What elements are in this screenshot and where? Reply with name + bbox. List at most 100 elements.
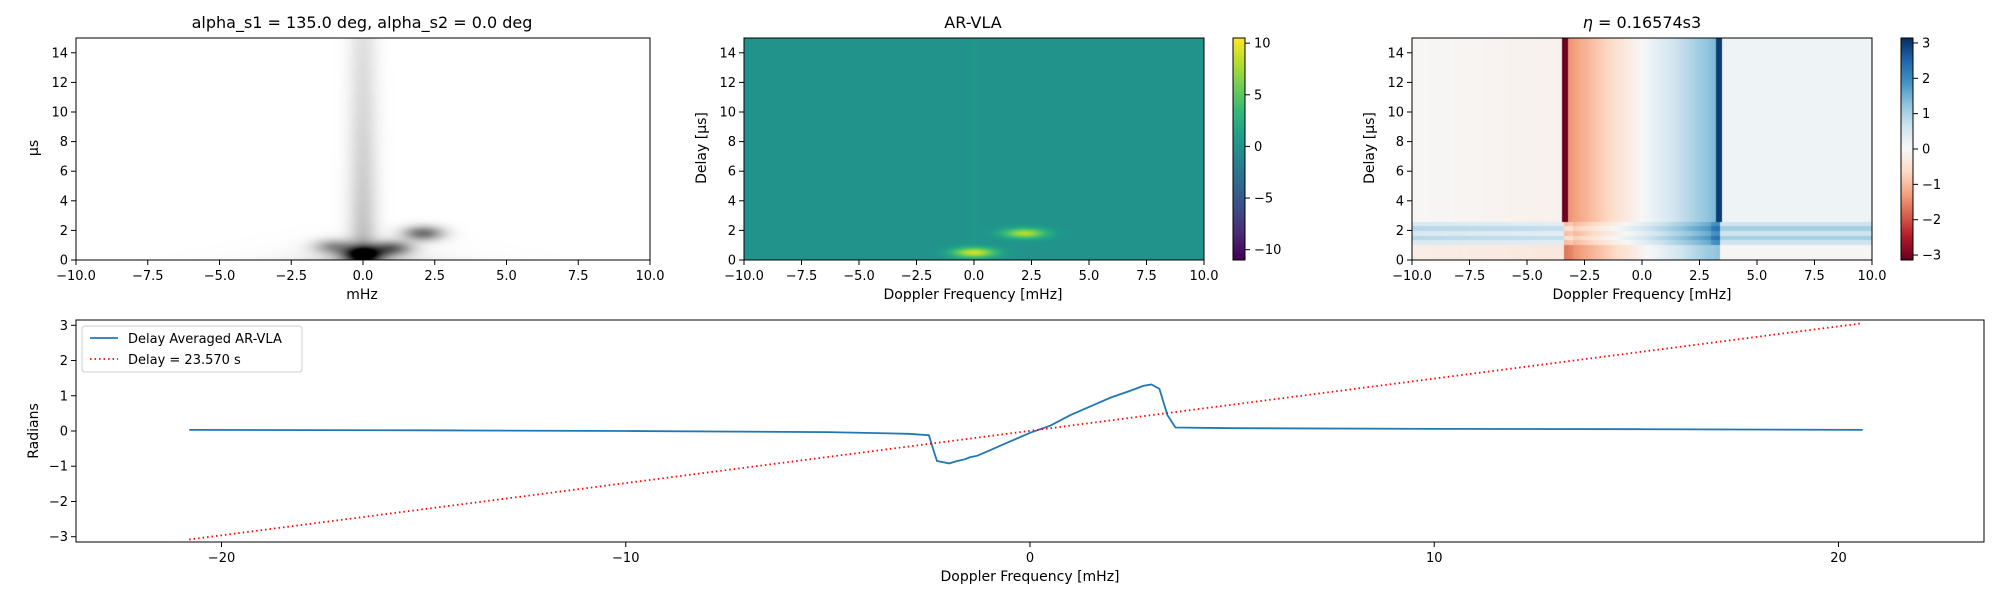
panel-3-x-tick-label: −2.5 xyxy=(1569,269,1601,284)
panel-1-y-tick-label: 12 xyxy=(51,76,68,91)
panel-1-y-tick-label: 2 xyxy=(60,224,68,239)
panel-1-x-tick-label: 0.0 xyxy=(353,269,374,284)
panel-4-x-tick-label: 0 xyxy=(1026,551,1034,566)
panel-3-y-tick-label: 2 xyxy=(1396,224,1404,239)
panel-4-x-tick-label: 20 xyxy=(1830,551,1847,566)
panel-4-x-tick-label: −20 xyxy=(208,551,235,566)
panel-3-x-tick-label: 0.0 xyxy=(1632,269,1653,284)
panel-1-x-tick-label: 10.0 xyxy=(636,269,665,284)
panel-2: AR-VLA −10.0 −7.5 −5.0 −2.5 0.0 2.5 5.0 7.5 10.0… xyxy=(694,13,1281,303)
panel-3-y-tick-label: 8 xyxy=(1396,135,1404,150)
panel-4-y-tick-label: 1 xyxy=(60,389,68,404)
panel-3: η = 0.16574s3 −10.0 −7.5 −5.0 −2.5 0.0 2.5 5.0… xyxy=(1362,13,1941,303)
panel-2-y-tick-label: 8 xyxy=(728,135,736,150)
panel-3-x-tick-label: 5.0 xyxy=(1747,269,1768,284)
panel-4-x-tick-label: −10 xyxy=(612,551,639,566)
series-line-1 xyxy=(189,383,1863,465)
panel-1-x-tick-label: 7.5 xyxy=(568,269,589,284)
panel-2-x-tick-label: −7.5 xyxy=(786,269,818,284)
panel-3-y-tick-label: 6 xyxy=(1396,165,1404,180)
panel-1-y-label: μs xyxy=(26,140,42,156)
panel-3-x-tick-label: 10.0 xyxy=(1858,269,1887,284)
panel-1-title: alpha_s1 = 135.0 deg, alpha_s2 = 0.0 deg xyxy=(192,13,533,33)
panel-3-y-tick-label: 0 xyxy=(1396,254,1404,269)
panel-3-title-eta: η xyxy=(1583,13,1593,32)
panel-3-x-tick-label: 2.5 xyxy=(1689,269,1710,284)
legend-frame xyxy=(81,325,303,373)
panel-4-y-tick-label: −1 xyxy=(49,460,68,475)
panel-2-y-tick-label: 10 xyxy=(719,106,736,121)
panel-3-x-tick-label: −10.0 xyxy=(1392,269,1432,284)
panel-4-y-tick-label: −3 xyxy=(49,530,68,545)
panel-2-x-tick-label: 2.5 xyxy=(1021,269,1042,284)
colorbar-2-frame xyxy=(1232,37,1246,261)
panel-2-y-tick-label: 12 xyxy=(719,76,736,91)
panel-2-x-tick-label: 7.5 xyxy=(1136,269,1157,284)
panel-1: alpha_s1 = 135.0 deg, alpha_s2 = 0.0 deg… xyxy=(26,13,664,303)
panel-2-y-tick-label: 14 xyxy=(719,46,736,61)
panel-2-x-tick-label: −10.0 xyxy=(724,269,764,284)
panel-2-x-tick-label: 10.0 xyxy=(1190,269,1219,284)
panel-1-y-tick-label: 6 xyxy=(60,165,68,180)
panel-4-x-label: Doppler Frequency [mHz] xyxy=(940,569,1119,585)
panel-1-x-tick-label: −7.5 xyxy=(132,269,164,284)
panel-2-x-tick-label: −2.5 xyxy=(901,269,933,284)
colorbar-3-tick-label: −2 xyxy=(1922,213,1941,228)
panel-2-x-tick-label: 5.0 xyxy=(1079,269,1100,284)
colorbar-2-tick-label: 0 xyxy=(1254,140,1262,155)
panel-1-x-tick-label: −5.0 xyxy=(204,269,236,284)
panel-2-x-tick-label: −5.0 xyxy=(843,269,875,284)
panel-4-frame xyxy=(75,319,1985,543)
panel-3-title: η = 0.16574s3 xyxy=(1583,13,1701,32)
panel-2-y-label: Delay [μs] xyxy=(694,112,710,184)
panel-1-x-tick-label: 5.0 xyxy=(496,269,517,284)
panel-4-y-tick-label: 0 xyxy=(60,425,68,440)
panel-3-y-tick-label: 4 xyxy=(1396,194,1404,209)
panel-1-x-tick-label: −10.0 xyxy=(56,269,96,284)
panel-2-title: AR-VLA xyxy=(944,13,1001,32)
colorbar-3-tick-label: 2 xyxy=(1922,72,1930,87)
panel-1-y-tick-label: 0 xyxy=(60,254,68,269)
panel-4-y-label: Radians xyxy=(26,403,42,459)
panel-4-x-tick-label: 10 xyxy=(1426,551,1443,566)
panel-3-x-label: Doppler Frequency [mHz] xyxy=(1552,287,1731,303)
colorbar-3-tick-label: −1 xyxy=(1922,178,1941,193)
panel-1-y-tick-label: 10 xyxy=(51,106,68,121)
colorbar-3-tick-label: 0 xyxy=(1922,143,1930,158)
panel-2-y-tick-label: 0 xyxy=(728,254,736,269)
panel-3-y-tick-label: 10 xyxy=(1387,106,1404,121)
colorbar-3-tick-label: −3 xyxy=(1922,249,1941,264)
panel-3-y-tick-label: 14 xyxy=(1387,46,1404,61)
panel-4-y-tick-label: −2 xyxy=(49,495,68,510)
panel-2-y-tick-label: 4 xyxy=(728,194,736,209)
colorbar-2-tick-label: −5 xyxy=(1254,192,1273,207)
panel-3-title-value: = 0.16574s3 xyxy=(1593,13,1701,32)
panel-2-x-tick-label: 0.0 xyxy=(964,269,985,284)
panel-2-x-label: Doppler Frequency [mHz] xyxy=(883,287,1062,303)
panel-1-x-label: mHz xyxy=(346,287,378,303)
panel-1-x-tick-label: −2.5 xyxy=(275,269,307,284)
panel-1-y-tick-label: 8 xyxy=(60,135,68,150)
panel-3-y-tick-label: 12 xyxy=(1387,76,1404,91)
panel-3-y-label: Delay [μs] xyxy=(1362,112,1378,184)
legend-entry-2: Delay = 23.570 s xyxy=(128,353,241,368)
colorbar-2-tick-label: −10 xyxy=(1254,243,1281,258)
colorbar-2-tick-label: 5 xyxy=(1254,88,1262,103)
colorbar-2-tick-label: 10 xyxy=(1254,37,1271,52)
legend: Delay Averaged AR-VLA Delay = 23.570 s xyxy=(81,325,303,373)
colorbar-3-tick-label: 1 xyxy=(1922,107,1930,122)
panel-1-x-tick-label: 2.5 xyxy=(424,269,445,284)
panel-3-x-tick-label: 7.5 xyxy=(1804,269,1825,284)
panel-2-y-tick-label: 6 xyxy=(728,165,736,180)
panel-4-y-tick-label: 2 xyxy=(60,354,68,369)
panel-1-y-tick-label: 14 xyxy=(51,46,68,61)
panel-2-y-tick-label: 2 xyxy=(728,224,736,239)
panel-3-x-tick-label: −7.5 xyxy=(1454,269,1486,284)
panel-1-y-tick-label: 4 xyxy=(60,194,68,209)
legend-entry-1: Delay Averaged AR-VLA xyxy=(128,332,282,347)
panel-4-y-tick-label: 3 xyxy=(60,319,68,334)
colorbar-3-tick-label: 3 xyxy=(1922,36,1930,51)
panel-3-x-tick-label: −5.0 xyxy=(1511,269,1543,284)
